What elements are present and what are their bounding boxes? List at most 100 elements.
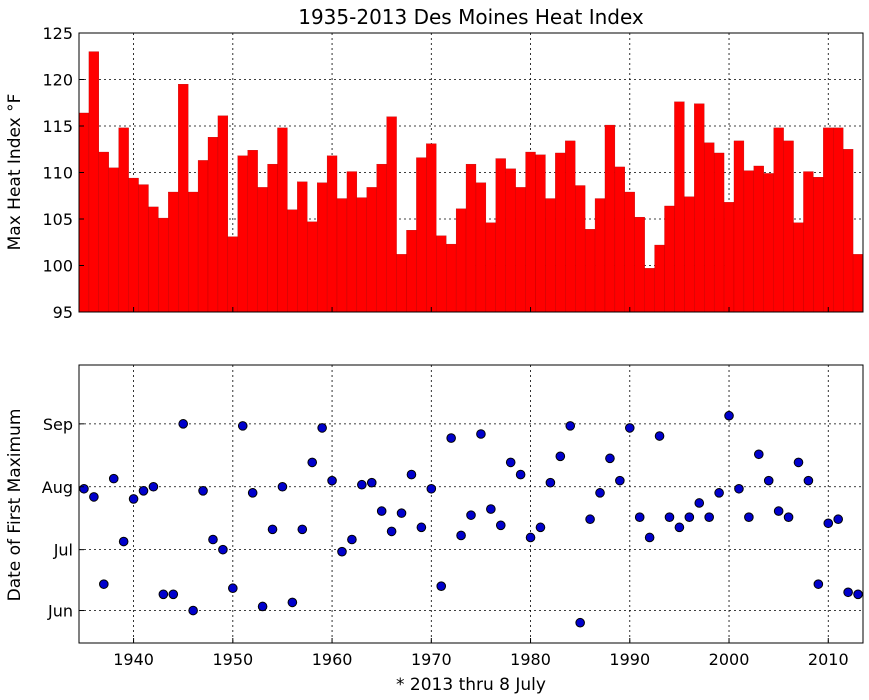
first-max-point-1982 xyxy=(545,477,556,488)
first-max-axes: Jun Jul Aug Sep 1940 1950 1960 1970 1980 1990 2000… xyxy=(42,364,864,669)
first-max-point-2011 xyxy=(833,514,843,525)
first-max-point-1976 xyxy=(486,504,496,514)
first-max-point-1996 xyxy=(684,512,695,522)
heat-index-bar-1972 xyxy=(446,243,457,313)
heat-index-bar-2013 xyxy=(852,254,864,313)
heat-index-bar-2003 xyxy=(753,165,764,313)
heat-index-bar-1967 xyxy=(396,254,407,313)
first-max-point-1962 xyxy=(347,534,357,545)
heat-index-ytick-95: 95 xyxy=(53,303,73,322)
heat-index-bar-1989 xyxy=(614,166,625,313)
first-max-xtick-2000: 2000 xyxy=(709,650,750,669)
heat-index-bar-1998 xyxy=(704,142,715,313)
heat-index-bar-1959 xyxy=(317,182,328,313)
heat-index-bar-2010 xyxy=(823,127,834,313)
heat-index-bar-1954 xyxy=(267,163,278,313)
first-max-point-1991 xyxy=(634,512,645,522)
first-max-point-1997 xyxy=(694,498,705,508)
heat-index-bar-1993 xyxy=(654,244,665,313)
heat-index-bar-1960 xyxy=(326,155,338,313)
first-max-point-2012 xyxy=(843,587,853,598)
first-max-point-1958 xyxy=(307,457,318,468)
heat-index-bar-1950 xyxy=(227,236,238,313)
heat-index-bar-2005 xyxy=(773,127,784,313)
heat-index-bar-2001 xyxy=(733,140,745,313)
heat-index-bar-1965 xyxy=(376,163,387,313)
first-max-point-1943 xyxy=(158,589,169,600)
heat-index-bar-2012 xyxy=(843,149,854,313)
first-max-point-1993 xyxy=(654,431,665,441)
first-max-point-1950 xyxy=(228,583,238,594)
first-max-xtick-1960: 1960 xyxy=(312,650,353,669)
first-max-point-1986 xyxy=(585,514,595,525)
heat-index-bar-1943 xyxy=(158,217,169,313)
heat-index-bar-1999 xyxy=(713,152,725,313)
first-max-point-1967 xyxy=(396,508,407,518)
heat-index-bar-1938 xyxy=(108,167,119,313)
first-max-point-1999 xyxy=(714,488,724,498)
heat-index-bar-1945 xyxy=(178,84,189,313)
heat-index-bar-1986 xyxy=(584,229,596,313)
first-max-xtick-1950: 1950 xyxy=(212,650,253,669)
heat-index-bar-1995 xyxy=(674,101,685,313)
first-max-point-1945 xyxy=(178,419,189,429)
first-max-point-1955 xyxy=(277,481,288,492)
first-max-points xyxy=(79,410,863,628)
heat-index-bar-1974 xyxy=(465,163,477,313)
heat-index-bar-1935 xyxy=(78,112,90,313)
heat-index-bar-2008 xyxy=(803,171,814,313)
first-max-point-1977 xyxy=(495,520,506,531)
heat-index-bar-1996 xyxy=(684,196,695,313)
first-max-point-1990 xyxy=(624,423,635,433)
first-max-point-1970 xyxy=(426,483,437,494)
first-max-point-1954 xyxy=(267,524,278,535)
heat-index-bars xyxy=(78,51,864,313)
first-max-point-1988 xyxy=(605,453,615,464)
first-max-point-1947 xyxy=(198,486,208,496)
first-max-x-axis-label: * 2013 thru 8 July xyxy=(396,675,546,695)
heat-index-bar-1951 xyxy=(237,155,248,313)
heat-index-bar-1988 xyxy=(604,124,616,313)
first-max-point-1971 xyxy=(436,581,447,591)
first-max-point-1981 xyxy=(535,522,546,533)
heat-index-bar-1971 xyxy=(436,235,447,313)
heat-index-ytick-115: 115 xyxy=(42,117,73,136)
heat-index-bar-1978 xyxy=(505,168,516,313)
first-max-point-1972 xyxy=(446,433,456,443)
heat-index-bar-1948 xyxy=(207,137,219,313)
heat-index-bar-1937 xyxy=(98,151,109,313)
heat-index-bar-1982 xyxy=(545,198,556,313)
chart-title: 1935-2013 Des Moines Heat Index xyxy=(298,5,644,29)
first-max-point-1973 xyxy=(456,530,466,541)
first-max-point-1975 xyxy=(476,429,486,439)
first-max-point-2007 xyxy=(793,457,804,468)
first-max-point-1959 xyxy=(317,423,327,433)
heat-index-bar-1973 xyxy=(455,208,467,313)
heat-index-ytick-120: 120 xyxy=(42,71,73,90)
first-max-point-1938 xyxy=(108,473,119,484)
first-max-point-1985 xyxy=(575,617,585,628)
heat-index-ytick-105: 105 xyxy=(42,210,73,229)
first-max-grid xyxy=(79,365,863,643)
first-max-ytick-Aug: Aug xyxy=(42,478,73,497)
heat-index-bar-1994 xyxy=(664,205,675,313)
heat-index-bar-1957 xyxy=(297,181,308,313)
first-max-point-1952 xyxy=(247,488,258,498)
heat-index-bar-1964 xyxy=(366,187,377,313)
heat-index-ytick-125: 125 xyxy=(42,24,73,43)
heat-index-bar-1981 xyxy=(535,154,546,313)
first-max-point-2013 xyxy=(853,589,863,600)
first-max-frame xyxy=(78,364,864,644)
first-max-y-axis-label: Date of First Maximum xyxy=(5,409,25,602)
first-max-point-1939 xyxy=(118,536,129,547)
first-max-point-2006 xyxy=(783,512,794,522)
heat-index-bar-1966 xyxy=(386,116,397,313)
heat-index-bar-2004 xyxy=(763,173,774,313)
first-max-point-1956 xyxy=(287,597,298,608)
first-max-ytick-Jul: Jul xyxy=(53,541,73,560)
first-max-point-1974 xyxy=(466,510,476,520)
first-max-point-1949 xyxy=(218,544,228,555)
heat-index-ytick-110: 110 xyxy=(42,164,73,183)
heat-index-bar-1955 xyxy=(277,127,288,313)
first-max-point-1965 xyxy=(376,506,387,516)
